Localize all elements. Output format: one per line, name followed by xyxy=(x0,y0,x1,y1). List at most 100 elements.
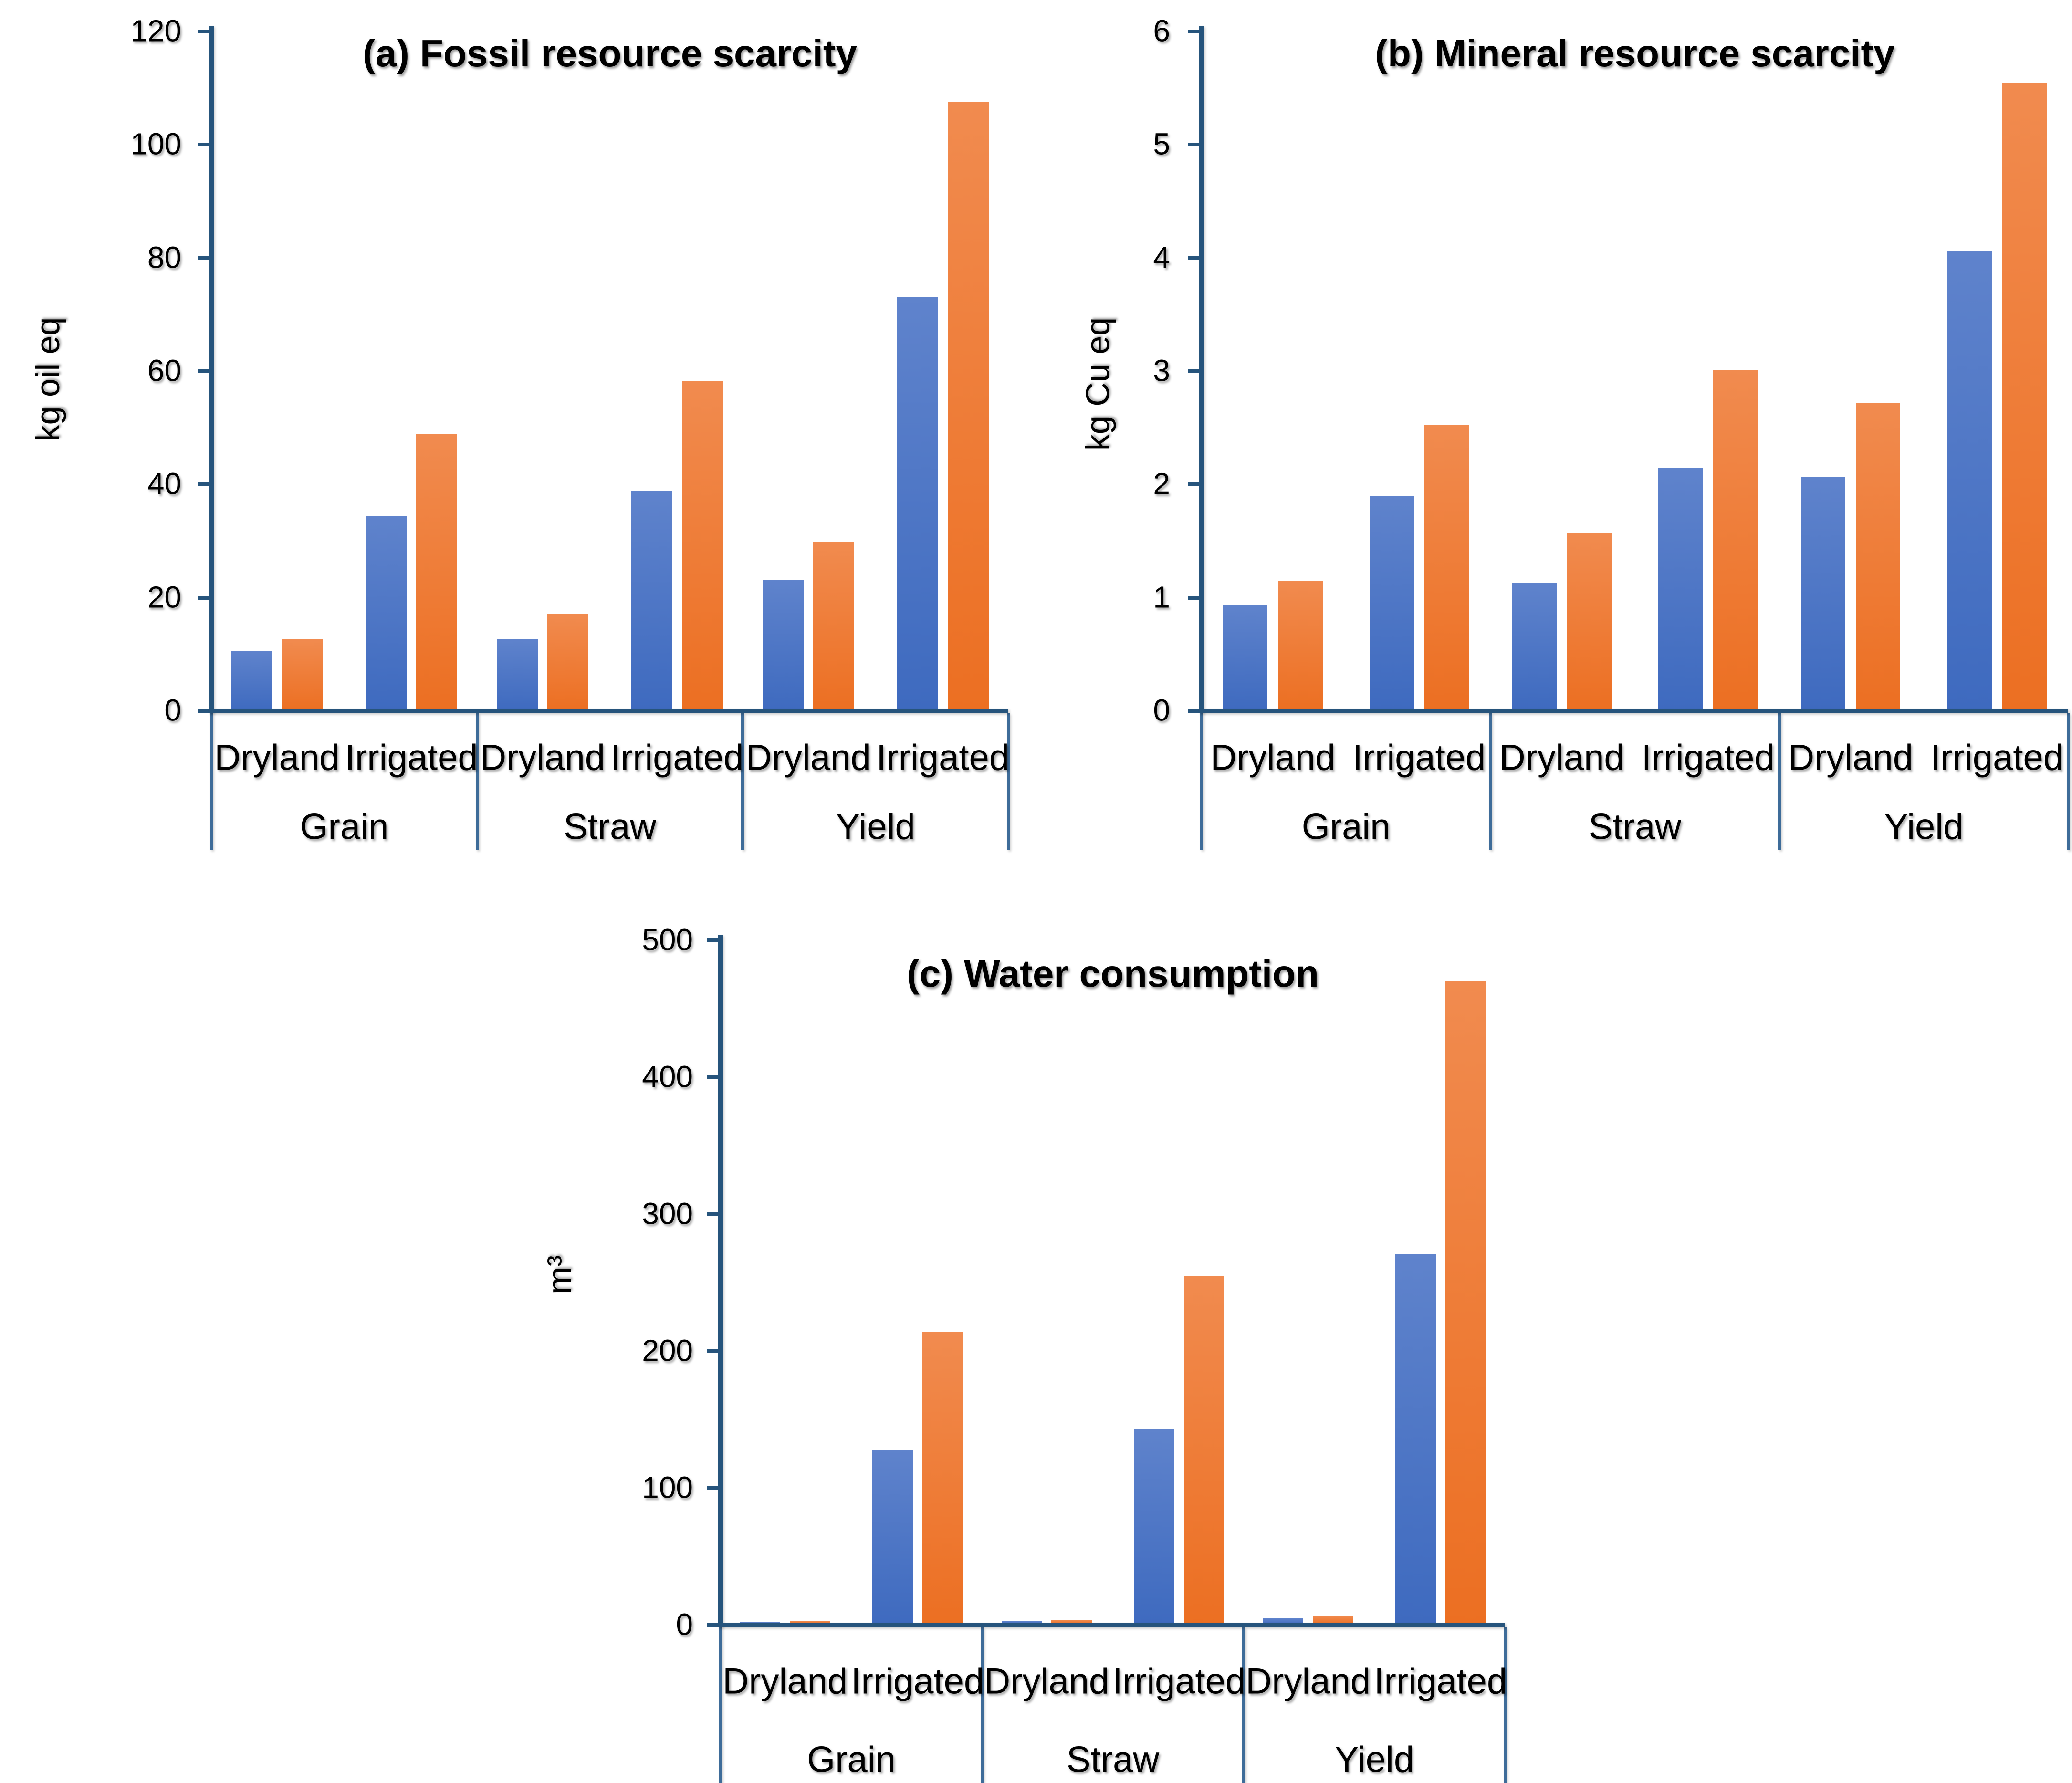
y-tick-mark-c-200 xyxy=(707,1349,719,1353)
separator-a-0 xyxy=(210,713,213,850)
y-tick-mark-a-120 xyxy=(198,30,209,33)
separator-b-0 xyxy=(1200,713,1203,850)
bar-a-straw-dryland-blue xyxy=(497,639,538,711)
bar-b-straw-irrigated-orange xyxy=(1713,370,1758,711)
bar-a-grain-irrigated-orange xyxy=(416,433,458,711)
bar-a-grain-irrigated-blue xyxy=(366,515,407,711)
y-tick-mark-b-1 xyxy=(1188,595,1200,600)
separator-b-1 xyxy=(1489,713,1492,850)
bar-c-grain-irrigated-orange xyxy=(922,1332,963,1625)
y-tick-mark-b-4 xyxy=(1188,256,1200,260)
y-tick-label-a-60: 60 xyxy=(147,353,181,388)
bar-c-grain-irrigated-blue xyxy=(872,1449,913,1625)
separator-c-1 xyxy=(981,1627,984,1783)
bar-b-grain-dryland-orange xyxy=(1278,581,1323,711)
x-axis-line-a xyxy=(209,709,1008,713)
subcategory-label-b-straw-irrigated: Irrigated xyxy=(1641,737,1775,778)
y-tick-label-b-6: 6 xyxy=(1153,13,1170,48)
y-tick-label-c-100: 100 xyxy=(642,1470,693,1505)
y-tick-label-b-3: 3 xyxy=(1153,353,1170,388)
separator-c-2 xyxy=(1242,1627,1245,1783)
bar-b-grain-irrigated-blue xyxy=(1369,496,1414,711)
y-tick-label-a-100: 100 xyxy=(130,126,181,161)
category-label-c-grain: Grain xyxy=(807,1739,896,1780)
bar-b-straw-dryland-orange xyxy=(1567,533,1612,711)
chart-a-title: (a) Fossil resource scarcity xyxy=(362,32,858,74)
separator-b-2 xyxy=(1778,713,1781,850)
chart-b-title: (b) Mineral resource scarcity xyxy=(1375,32,1895,74)
bar-c-straw-irrigated-orange xyxy=(1183,1276,1224,1625)
subcategory-label-a-straw-dryland: Dryland xyxy=(480,737,605,778)
y-tick-mark-b-5 xyxy=(1188,143,1200,147)
chart-c-y-axis-label: m³ xyxy=(541,1255,578,1294)
bar-a-yield-irrigated-orange xyxy=(947,102,989,711)
category-label-a-yield: Yield xyxy=(836,806,915,847)
separator-c-0 xyxy=(719,1627,722,1783)
bar-a-yield-dryland-orange xyxy=(813,542,854,711)
y-tick-label-a-120: 120 xyxy=(130,13,181,48)
y-tick-mark-a-80 xyxy=(198,256,209,260)
subcategory-label-c-yield-irrigated: Irrigated xyxy=(1374,1661,1507,1702)
y-axis-line-b xyxy=(1199,26,1204,713)
y-tick-mark-b-3 xyxy=(1188,369,1200,373)
bar-c-straw-dryland-orange xyxy=(1051,1619,1092,1625)
y-tick-mark-c-400 xyxy=(707,1075,719,1079)
separator-a-1 xyxy=(475,713,479,850)
category-label-c-straw: Straw xyxy=(1066,1739,1160,1780)
bar-b-straw-irrigated-blue xyxy=(1658,467,1703,711)
bar-b-yield-irrigated-orange xyxy=(2002,83,2047,711)
y-tick-label-c-500: 500 xyxy=(642,922,693,957)
x-axis-line-b xyxy=(1199,709,2068,713)
y-tick-label-b-0: 0 xyxy=(1153,693,1170,728)
separator-a-2 xyxy=(741,713,744,850)
y-axis-line-c xyxy=(718,935,723,1627)
subcategory-label-c-grain-dryland: Dryland xyxy=(722,1661,848,1702)
subcategory-label-a-grain-dryland: Dryland xyxy=(214,737,340,778)
y-tick-mark-a-0 xyxy=(198,709,209,713)
y-tick-mark-c-300 xyxy=(707,1212,719,1216)
bar-c-straw-irrigated-blue xyxy=(1134,1429,1174,1625)
chart-c-title: (c) Water consumption xyxy=(907,952,1319,995)
bar-a-grain-dryland-blue xyxy=(231,651,272,711)
y-tick-label-c-300: 300 xyxy=(642,1196,693,1231)
y-tick-mark-b-0 xyxy=(1188,709,1200,713)
subcategory-label-c-grain-irrigated: Irrigated xyxy=(851,1661,984,1702)
subcategory-label-a-straw-irrigated: Irrigated xyxy=(610,737,744,778)
bar-a-yield-irrigated-blue xyxy=(897,297,938,711)
subcategory-label-c-yield-dryland: Dryland xyxy=(1245,1661,1371,1702)
separator-c-right xyxy=(1504,1627,1507,1783)
bar-c-yield-irrigated-orange xyxy=(1445,981,1486,1625)
category-label-c-yield: Yield xyxy=(1334,1739,1414,1780)
y-tick-label-b-4: 4 xyxy=(1153,240,1170,275)
bar-b-yield-dryland-orange xyxy=(1855,403,1901,711)
x-axis-line-c xyxy=(718,1623,1505,1627)
bar-c-yield-dryland-orange xyxy=(1313,1615,1353,1625)
subcategory-label-c-straw-dryland: Dryland xyxy=(984,1661,1109,1702)
y-tick-mark-b-6 xyxy=(1188,30,1200,33)
category-label-b-straw: Straw xyxy=(1588,806,1682,847)
y-tick-label-a-40: 40 xyxy=(147,466,181,501)
y-tick-label-c-0: 0 xyxy=(676,1607,693,1642)
y-tick-label-b-2: 2 xyxy=(1153,466,1170,501)
y-tick-mark-c-500 xyxy=(707,938,719,942)
subcategory-label-b-straw-dryland: Dryland xyxy=(1499,737,1624,778)
y-tick-label-c-200: 200 xyxy=(642,1333,693,1368)
bar-b-yield-dryland-blue xyxy=(1800,476,1846,711)
separator-b-right xyxy=(2067,713,2070,850)
separator-a-right xyxy=(1007,713,1010,850)
subcategory-label-b-grain-irrigated: Irrigated xyxy=(1352,737,1486,778)
category-label-a-straw: Straw xyxy=(563,806,657,847)
subcategory-label-c-straw-irrigated: Irrigated xyxy=(1112,1661,1246,1702)
y-tick-mark-a-100 xyxy=(198,143,209,147)
y-axis-line-a xyxy=(209,26,214,713)
subcategory-label-b-yield-dryland: Dryland xyxy=(1788,737,1914,778)
bar-a-yield-dryland-blue xyxy=(762,579,804,711)
y-tick-label-a-80: 80 xyxy=(147,240,181,275)
bar-b-grain-dryland-blue xyxy=(1223,605,1268,711)
subcategory-label-a-grain-irrigated: Irrigated xyxy=(345,737,478,778)
bar-b-grain-irrigated-orange xyxy=(1424,424,1469,711)
category-label-b-grain: Grain xyxy=(1301,806,1391,847)
subcategory-label-b-grain-dryland: Dryland xyxy=(1210,737,1336,778)
category-label-a-grain: Grain xyxy=(300,806,389,847)
